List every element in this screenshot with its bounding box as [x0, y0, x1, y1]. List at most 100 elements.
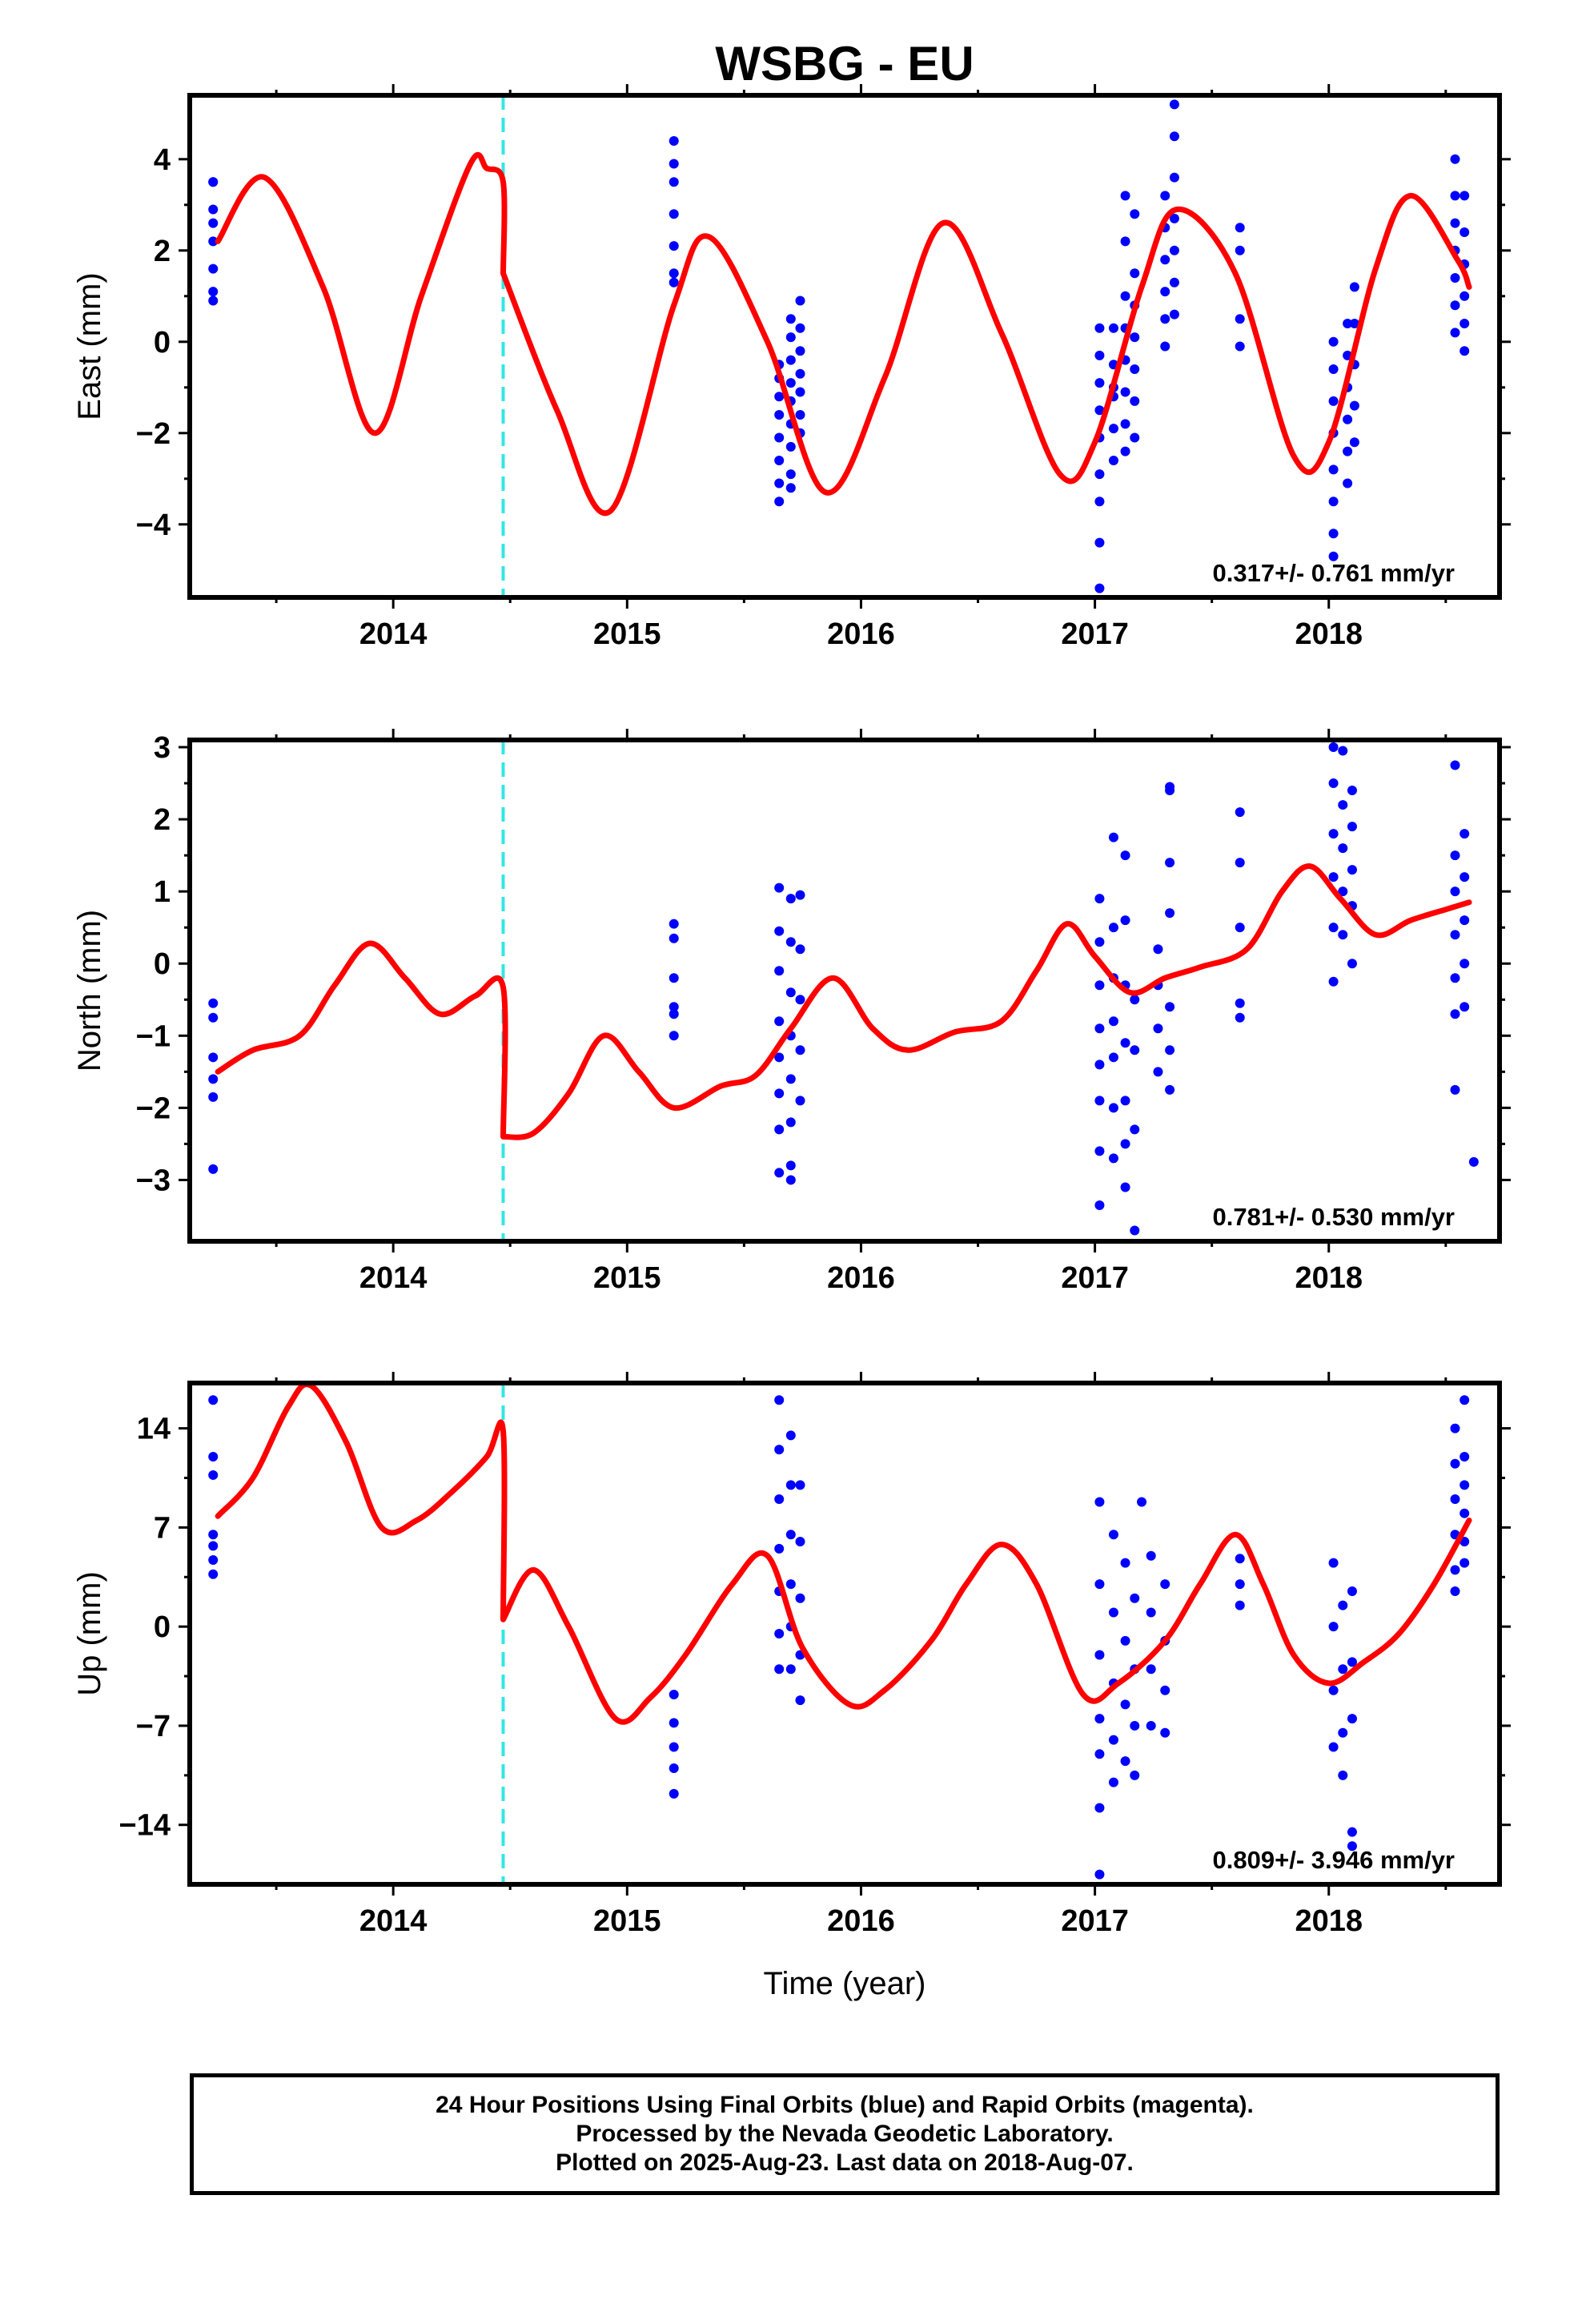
east-data-point — [1460, 191, 1470, 201]
north-xtick-label: 2017 — [1061, 1261, 1129, 1295]
up-data-point — [1120, 1558, 1130, 1568]
up-data-point — [774, 1664, 785, 1675]
north-data-point — [1094, 980, 1105, 991]
east-data-point — [669, 268, 679, 279]
up-data-point — [785, 1664, 796, 1675]
north-ytick-label: 0 — [154, 947, 171, 981]
north-data-point — [785, 1160, 796, 1171]
north-data-point — [1153, 944, 1163, 955]
up-data-point — [1094, 1579, 1105, 1590]
up-data-point — [1450, 1565, 1460, 1575]
east-data-point — [1120, 236, 1130, 247]
up-data-point — [208, 1395, 219, 1405]
north-data-point — [669, 1031, 679, 1041]
north-data-point — [1450, 973, 1460, 983]
up-data-point — [669, 1718, 679, 1728]
footer-caption-box: 24 Hour Positions Using Final Orbits (bl… — [190, 2073, 1500, 2195]
north-data-point — [1153, 1067, 1163, 1077]
north-data-point — [1450, 887, 1460, 897]
up-data-point — [1338, 1727, 1348, 1738]
up-xtick-label: 2017 — [1061, 1904, 1129, 1938]
north-data-point — [1108, 1103, 1118, 1113]
east-data-point — [1460, 291, 1470, 301]
up-data-point — [1094, 1869, 1105, 1880]
east-data-point — [1108, 424, 1118, 434]
east-frame — [187, 93, 1502, 600]
east-data-point — [1343, 446, 1353, 456]
up-data-point — [208, 1530, 219, 1540]
north-xtick-label: 2016 — [827, 1261, 895, 1295]
east-data-point — [1235, 314, 1245, 324]
north-data-point — [1165, 1084, 1175, 1095]
north-data-point — [1120, 1038, 1130, 1048]
north-xtick-label: 2018 — [1295, 1261, 1363, 1295]
north-data-point — [1328, 829, 1339, 839]
north-data-point — [1094, 937, 1105, 947]
up-data-point — [1347, 1586, 1357, 1596]
north-data-point — [1120, 1139, 1130, 1149]
north-panel: 3 2 1 0 −1 −2 −3 2014 2015 2016 2017 2018 North (mm)… — [72, 729, 1511, 1295]
up-data-point — [1146, 1664, 1156, 1675]
up-data-point — [1235, 1579, 1245, 1590]
north-data-point — [795, 1045, 805, 1055]
north-data-point — [669, 933, 679, 943]
up-data-point — [1094, 1714, 1105, 1724]
east-data-point — [1169, 277, 1179, 287]
east-data-point — [1108, 323, 1118, 333]
up-axis-label: Up (mm) — [72, 1571, 107, 1696]
up-data-point — [1450, 1586, 1460, 1596]
east-data-point — [1343, 414, 1353, 424]
east-data-point — [669, 209, 679, 219]
east-data-point — [1328, 336, 1339, 347]
north-data-point — [774, 966, 785, 976]
up-data-point — [669, 1763, 679, 1773]
up-data-point — [208, 1555, 219, 1566]
up-data-point — [1146, 1720, 1156, 1731]
north-data-point — [774, 883, 785, 893]
east-data-point — [774, 392, 785, 402]
east-data-point — [1169, 309, 1179, 320]
east-data-point — [1235, 245, 1245, 255]
north-data-point — [774, 1016, 785, 1027]
north-data-point — [208, 1164, 219, 1174]
east-data-point — [1235, 223, 1245, 233]
north-data-point — [1460, 915, 1470, 926]
up-ytick-label: −14 — [119, 1809, 171, 1843]
north-data-point — [785, 1074, 796, 1084]
east-data-point — [1349, 437, 1359, 448]
up-data-point — [785, 1530, 796, 1540]
north-data-point — [669, 973, 679, 983]
up-data-point — [1094, 1803, 1105, 1813]
east-data-point — [774, 432, 785, 443]
north-data-point — [1460, 1002, 1470, 1012]
up-data-point — [1120, 1635, 1130, 1646]
north-axis-label: North (mm) — [72, 910, 107, 1072]
east-data-point — [1328, 529, 1339, 539]
north-data-point — [785, 1175, 796, 1185]
east-data-point — [1094, 497, 1105, 507]
up-data-point — [1160, 1727, 1170, 1738]
east-data-point — [1343, 478, 1353, 489]
up-data-point — [1338, 1664, 1348, 1675]
north-data-point — [1108, 923, 1118, 933]
north-data-point — [1468, 1156, 1479, 1167]
north-data-point — [1328, 923, 1339, 933]
north-data-point — [1165, 858, 1175, 868]
north-data-point — [669, 919, 679, 929]
east-data-point — [1235, 341, 1245, 352]
east-data-point — [1328, 464, 1339, 475]
east-data-point — [208, 287, 219, 297]
east-data-point — [1094, 378, 1105, 388]
north-data-point — [785, 987, 796, 998]
up-data-point — [1328, 1558, 1339, 1568]
north-data-point — [1120, 1182, 1130, 1192]
north-data-point — [1130, 995, 1140, 1005]
east-data-point — [774, 456, 785, 465]
north-data-point — [1460, 872, 1470, 883]
up-ytick-label: 14 — [137, 1413, 171, 1446]
north-data-point — [1235, 807, 1245, 818]
east-data-point — [1169, 172, 1179, 183]
up-data-point — [669, 1742, 679, 1752]
north-xtick-label: 2015 — [593, 1261, 661, 1295]
